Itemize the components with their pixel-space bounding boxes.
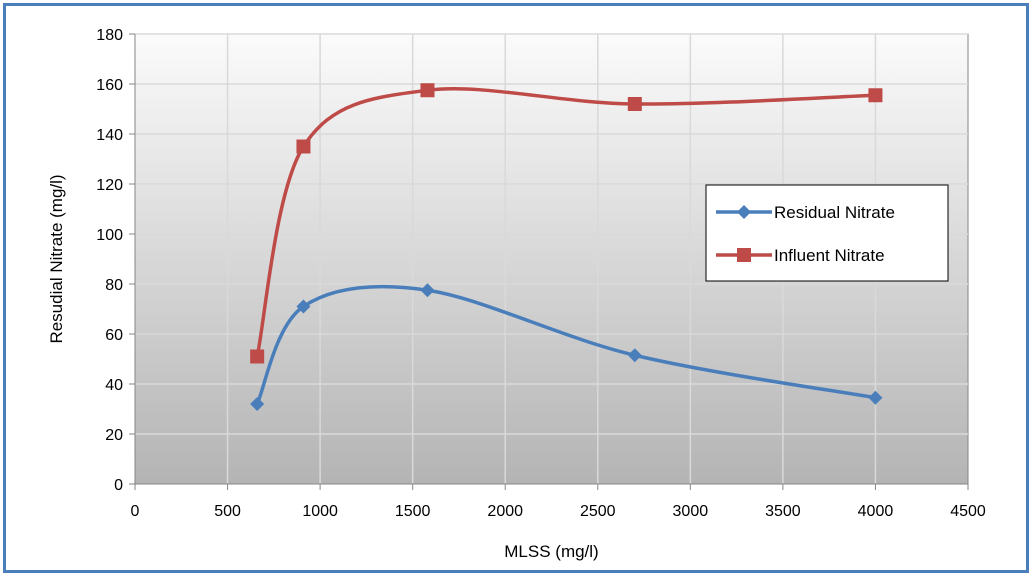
legend-marker [737, 205, 751, 219]
y-tick-label: 0 [114, 477, 123, 494]
legend: Residual Nitrate Influent Nitrate [705, 184, 949, 282]
x-tick-label: 500 [214, 503, 241, 520]
x-tick-label: 0 [131, 503, 140, 520]
x-tick-label: 3000 [673, 503, 709, 520]
data-point [250, 349, 265, 364]
data-point [296, 299, 311, 314]
y-tick-label: 180 [96, 27, 123, 44]
data-point [627, 97, 642, 111]
series-influent-nitrate [250, 83, 883, 364]
x-tick-label: 4000 [858, 503, 894, 520]
data-point [250, 397, 265, 411]
y-tick-label: 160 [96, 77, 123, 94]
data-point [627, 348, 642, 363]
y-axis-title: Resudial Nitrate (mg/l) [47, 174, 66, 343]
legend-item: Residual Nitrate [716, 203, 895, 222]
data-point [420, 83, 435, 98]
tick-labels: 0 20 40 60 80 100 120 140 160 180 0 500 1000 1500 2000… [96, 27, 986, 520]
legend-box [705, 184, 949, 282]
legend-item: Influent Nitrate [716, 246, 885, 265]
data-point [420, 283, 435, 298]
x-tick-label: 1000 [302, 503, 338, 520]
data-point [868, 390, 883, 405]
x-tick-label: 4500 [950, 503, 986, 520]
y-tick-label: 60 [105, 327, 123, 344]
legend-label: Influent Nitrate [774, 246, 885, 265]
x-tick-label: 1500 [395, 503, 431, 520]
series-line [255, 284, 876, 405]
axes [129, 33, 969, 490]
series [250, 83, 883, 411]
y-tick-label: 100 [96, 227, 123, 244]
x-tick-label: 2500 [580, 503, 616, 520]
y-tick-label: 40 [105, 377, 123, 394]
x-tick-label: 3500 [765, 503, 801, 520]
y-tick-label: 20 [105, 427, 123, 444]
y-tick-label: 140 [96, 127, 123, 144]
series-residual-nitrate [250, 283, 883, 411]
y-tick-label: 120 [96, 177, 123, 194]
x-axis-title: MLSS (mg/l) [504, 542, 598, 561]
y-tick-label: 80 [105, 277, 123, 294]
x-tick-label: 2000 [487, 503, 523, 520]
legend-marker [737, 248, 751, 262]
data-point [868, 88, 883, 103]
data-point [296, 139, 311, 154]
legend-label: Residual Nitrate [774, 203, 895, 222]
